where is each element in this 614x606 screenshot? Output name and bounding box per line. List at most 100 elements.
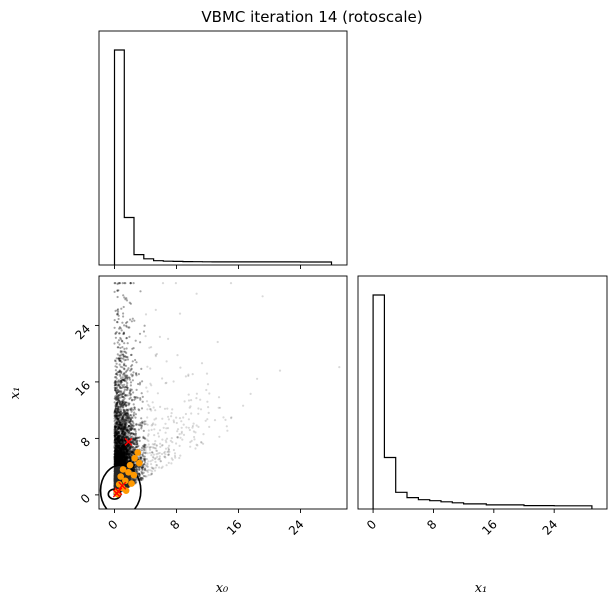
posterior-sample-point xyxy=(127,326,130,329)
posterior-sample-point xyxy=(143,324,146,327)
posterior-sample-point xyxy=(120,422,123,425)
posterior-sample-point xyxy=(127,415,130,418)
posterior-sample-point xyxy=(128,428,132,431)
posterior-sample-point xyxy=(138,457,141,460)
posterior-sample-point xyxy=(122,398,125,401)
posterior-sample-point xyxy=(147,460,150,463)
posterior-sample-point xyxy=(113,455,116,459)
posterior-sample-point xyxy=(116,472,119,476)
posterior-sample-point xyxy=(123,350,126,353)
posterior-sample-point xyxy=(126,394,129,397)
posterior-sample-point xyxy=(121,400,124,403)
posterior-sample-point xyxy=(114,480,117,483)
posterior-sample-point xyxy=(202,433,205,436)
posterior-sample-point xyxy=(122,408,125,411)
posterior-sample-point xyxy=(149,408,152,411)
posterior-sample-point xyxy=(133,437,136,441)
posterior-sample-point xyxy=(113,450,116,453)
posterior-sample-point xyxy=(114,444,117,447)
posterior-sample-point xyxy=(175,442,178,445)
posterior-sample-point xyxy=(146,408,149,411)
posterior-sample-point xyxy=(126,368,129,371)
posterior-sample-point xyxy=(123,474,126,477)
posterior-sample-point xyxy=(120,461,123,464)
posterior-sample-point xyxy=(191,426,194,429)
posterior-sample-point xyxy=(176,428,180,431)
posterior-sample-point xyxy=(123,414,126,417)
posterior-sample-point xyxy=(172,421,176,424)
posterior-sample-point xyxy=(217,406,220,409)
posterior-sample-point xyxy=(122,436,125,439)
posterior-sample-point xyxy=(114,479,117,482)
posterior-sample-point xyxy=(114,458,117,461)
posterior-sample-point xyxy=(155,449,159,452)
posterior-sample-point xyxy=(116,453,119,456)
posterior-sample-point xyxy=(117,466,120,469)
posterior-sample-point xyxy=(125,449,129,452)
posterior-sample-point xyxy=(127,485,130,488)
posterior-sample-point xyxy=(123,425,126,428)
posterior-sample-point xyxy=(115,459,118,462)
posterior-sample-point xyxy=(176,436,179,439)
posterior-sample-point xyxy=(118,469,121,473)
posterior-sample-point xyxy=(114,481,117,484)
posterior-sample-point xyxy=(118,479,121,482)
posterior-sample-point xyxy=(118,454,122,457)
posterior-sample-point xyxy=(115,468,118,471)
posterior-sample-point xyxy=(222,416,225,419)
posterior-sample-point xyxy=(119,379,123,382)
posterior-sample-point xyxy=(115,455,118,458)
posterior-sample-point xyxy=(123,401,126,404)
posterior-sample-point xyxy=(120,457,123,460)
posterior-sample-point xyxy=(123,458,127,461)
posterior-sample-point xyxy=(165,381,168,384)
posterior-sample-point xyxy=(120,425,123,428)
posterior-sample-point xyxy=(140,470,143,473)
posterior-sample-point xyxy=(121,417,124,420)
posterior-sample-point xyxy=(117,346,120,349)
posterior-sample-point xyxy=(130,432,133,435)
posterior-sample-point xyxy=(133,465,136,468)
posterior-sample-point xyxy=(116,458,119,461)
posterior-sample-point xyxy=(135,422,138,426)
posterior-sample-point xyxy=(136,470,139,473)
posterior-sample-point xyxy=(119,462,122,465)
posterior-sample-point xyxy=(130,450,133,453)
posterior-sample-point xyxy=(115,409,118,413)
posterior-sample-point xyxy=(129,445,132,448)
posterior-sample-point xyxy=(122,445,125,448)
posterior-sample-point xyxy=(113,458,116,461)
posterior-sample-point xyxy=(132,442,135,446)
posterior-sample-point xyxy=(144,420,147,423)
posterior-sample-point xyxy=(114,469,117,472)
posterior-sample-point xyxy=(133,464,136,467)
posterior-sample-point xyxy=(118,441,121,444)
posterior-sample-point xyxy=(114,469,118,472)
posterior-sample-point xyxy=(200,441,203,444)
posterior-sample-point xyxy=(114,475,117,478)
posterior-sample-point xyxy=(129,353,133,357)
posterior-sample-point xyxy=(123,451,126,454)
posterior-sample-point xyxy=(123,462,126,465)
joint-plot-area xyxy=(99,282,341,509)
posterior-sample-point xyxy=(187,373,190,376)
posterior-sample-point xyxy=(116,455,119,458)
posterior-sample-point xyxy=(115,476,118,479)
posterior-sample-point xyxy=(119,392,122,396)
posterior-sample-point xyxy=(141,420,144,423)
posterior-sample-point xyxy=(120,436,123,439)
posterior-sample-point xyxy=(133,467,136,470)
posterior-sample-point xyxy=(131,317,134,320)
posterior-sample-point xyxy=(120,447,123,450)
posterior-sample-point xyxy=(114,458,117,461)
posterior-sample-point xyxy=(116,470,119,473)
posterior-sample-point xyxy=(124,413,127,416)
posterior-sample-point xyxy=(171,441,174,444)
posterior-sample-point xyxy=(113,480,116,483)
posterior-sample-point xyxy=(114,470,117,474)
posterior-sample-point xyxy=(115,440,118,444)
posterior-sample-point xyxy=(139,456,142,459)
posterior-sample-point xyxy=(123,379,126,382)
posterior-sample-point xyxy=(123,422,126,426)
posterior-sample-point xyxy=(116,479,119,482)
